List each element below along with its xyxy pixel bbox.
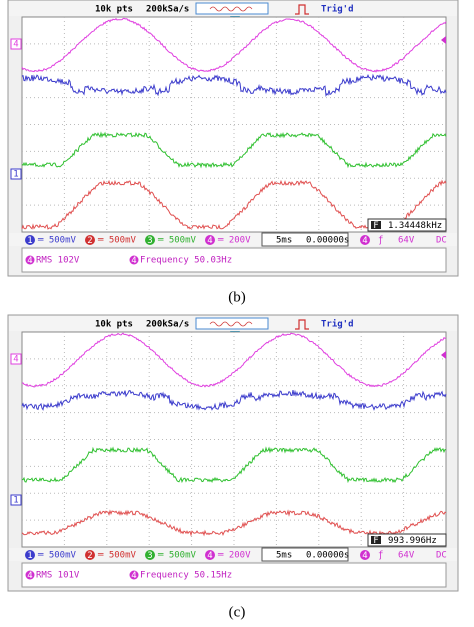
memory-wave [209, 6, 253, 12]
measure-badge [25, 570, 35, 580]
counter-box [367, 218, 447, 232]
channel-badge [25, 550, 35, 560]
counter-icon: F [373, 221, 378, 231]
delay: 0.00000s [306, 551, 349, 561]
channel-setting: ═ 200V [217, 551, 251, 561]
channel-marker [10, 168, 22, 180]
trigger-source: 4 [362, 551, 367, 561]
trigger-level [441, 351, 446, 359]
counter-icon-bg [371, 536, 381, 544]
channel-marker-label: 1 [13, 170, 18, 180]
trigger-level [441, 36, 446, 44]
channel-marker-label: 4 [13, 355, 18, 365]
counter-value: 1.34448kHz [388, 221, 442, 231]
trigger-source-badge [360, 550, 370, 560]
trigger-status: Trig'd [321, 319, 354, 330]
scope-panel: 10k pts 200kSa/s Trig'd 4 1 F 993.996Hz 1 ═ 500m… [7, 314, 459, 592]
trigger-icon [295, 4, 309, 15]
channel-setting: ═ 500mV [97, 236, 137, 246]
channel-marker-label: 1 [13, 496, 18, 506]
channel-marker [10, 353, 22, 365]
trigger-source-badge [360, 235, 370, 245]
time-box [261, 232, 349, 247]
waveform [21, 389, 447, 411]
channel-badge [205, 550, 215, 560]
channel-badge [25, 235, 35, 245]
channel-num: 2 [87, 236, 92, 246]
channel-marker [10, 38, 22, 50]
points: 10k pts [95, 5, 133, 15]
trigger-coupling: DC [436, 551, 447, 561]
timebase: 5ms [276, 236, 292, 246]
sample-rate: 200kSa/s [146, 320, 189, 330]
channel-badge [85, 235, 95, 245]
measure-badge [25, 255, 35, 265]
channel-setting: ═ 500mV [97, 551, 137, 561]
channel-badge [145, 550, 155, 560]
measure-area [21, 247, 447, 273]
channel-num: 1 [27, 551, 32, 561]
measure-text: RMS 101V [36, 571, 80, 581]
channel-num: 3 [147, 236, 152, 246]
measure-text: RMS 102V [36, 256, 80, 266]
counter-icon-bg [371, 221, 381, 229]
timebase: 5ms [276, 551, 292, 561]
measure-badge [129, 255, 139, 265]
sample-rate: 200kSa/s [146, 5, 189, 15]
measure-text: Frequency 50.15Hz [140, 571, 232, 581]
channel-marker [10, 494, 22, 506]
memory-box [195, 2, 269, 15]
channel-badge [205, 235, 215, 245]
waveform [21, 332, 447, 388]
waveform [21, 131, 447, 169]
time-box [261, 547, 349, 562]
panel-label: (c) [229, 604, 246, 620]
waveform [21, 446, 447, 484]
measure-area [21, 562, 447, 588]
points: 10k pts [95, 320, 133, 330]
measure-source: 4 [131, 256, 136, 266]
channel-num: 3 [147, 551, 152, 561]
channel-num: 4 [207, 236, 212, 246]
channel-setting: ═ 500mV [37, 236, 77, 246]
channel-num: 1 [27, 236, 32, 246]
trigger-level: 64V [398, 236, 415, 246]
channel-num: 4 [207, 551, 212, 561]
measure-source: 4 [27, 256, 32, 266]
channel-badge [145, 235, 155, 245]
trigger-status: Trig'd [321, 4, 354, 15]
channel-num: 2 [87, 551, 92, 561]
trigger-icon [295, 319, 309, 330]
waveform [21, 17, 447, 73]
channel-badge [85, 550, 95, 560]
measure-badge [129, 570, 139, 580]
trigger-slope: ƒ [378, 551, 383, 561]
trigger-level: 64V [398, 551, 415, 561]
measure-text: Frequency 50.03Hz [140, 256, 232, 266]
channel-setting: ═ 500mV [157, 236, 197, 246]
waveform [21, 73, 447, 98]
trigger-slope: ƒ [378, 236, 383, 246]
channel-setting: ═ 500mV [157, 551, 197, 561]
channel-setting: ═ 500mV [37, 551, 77, 561]
memory-box [195, 317, 269, 330]
memory-wave [209, 321, 253, 327]
counter-icon: F [373, 536, 378, 546]
measure-source: 4 [27, 571, 32, 581]
delay: 0.00000s [306, 236, 349, 246]
scope-panel: 10k pts 200kSa/s Trig'd 4 1 F 1.34448kHz 1 ═ 500… [7, 0, 459, 277]
channel-setting: ═ 200V [217, 236, 251, 246]
measure-source: 4 [131, 571, 136, 581]
trigger-coupling: DC [436, 236, 447, 246]
waveform [21, 509, 447, 537]
counter-value: 993.996Hz [388, 536, 437, 546]
counter-box [367, 533, 447, 547]
channel-marker-label: 4 [13, 40, 18, 50]
panel-label: (b) [228, 289, 246, 305]
trigger-source: 4 [362, 236, 367, 246]
